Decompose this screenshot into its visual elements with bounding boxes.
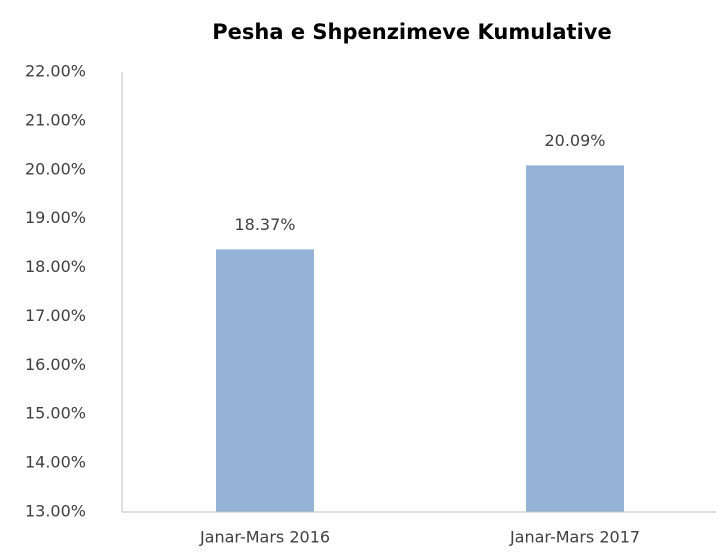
y-tick-label: 13.00% bbox=[25, 502, 86, 521]
y-tick-label: 20.00% bbox=[25, 159, 86, 178]
bar bbox=[216, 249, 314, 512]
value-label: 20.09% bbox=[544, 131, 605, 150]
y-tick-label: 14.00% bbox=[25, 453, 86, 472]
value-label: 18.37% bbox=[234, 215, 295, 234]
y-tick-label: 16.00% bbox=[25, 355, 86, 374]
y-tick-label: 21.00% bbox=[25, 110, 86, 129]
x-tick-label: Janar-Mars 2017 bbox=[509, 528, 640, 547]
y-tick-label: 17.00% bbox=[25, 306, 86, 325]
y-tick-label: 22.00% bbox=[25, 62, 86, 81]
x-tick-label: Janar-Mars 2016 bbox=[199, 528, 330, 547]
bar bbox=[526, 165, 624, 512]
y-tick-label: 18.00% bbox=[25, 257, 86, 276]
chart-title: Pesha e Shpenzimeve Kumulative bbox=[212, 20, 611, 44]
y-tick-label: 19.00% bbox=[25, 208, 86, 227]
y-tick-label: 15.00% bbox=[25, 404, 86, 423]
